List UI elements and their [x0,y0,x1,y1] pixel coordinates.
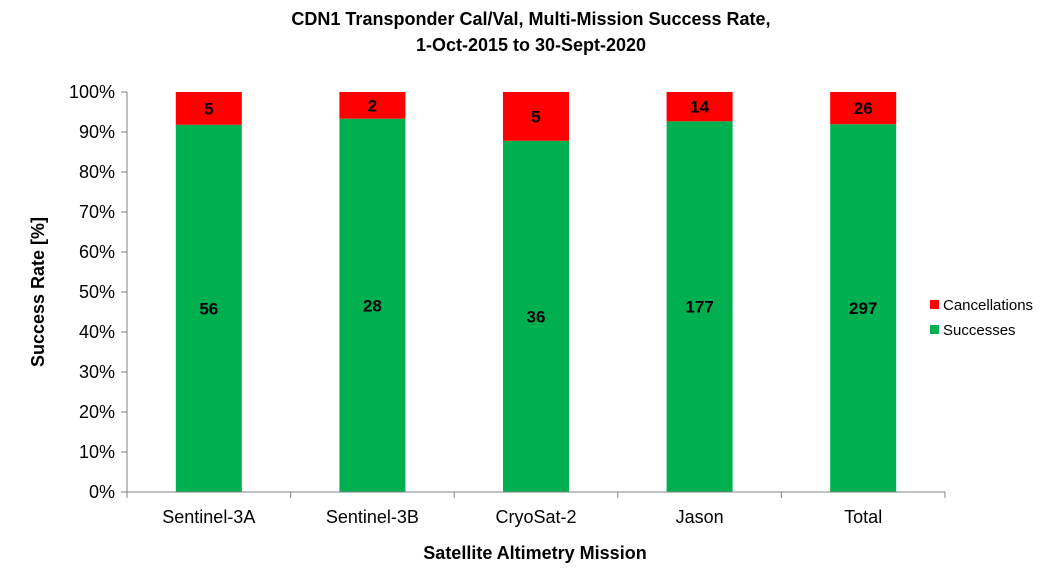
bar-segment-cancellations [339,92,406,119]
y-tick-label: 100% [69,82,115,102]
bar-segment-cancellations [503,92,569,141]
bar-segment-cancellations [175,92,242,125]
y-tick-label: 90% [79,122,115,142]
legend-swatch [930,325,939,334]
x-tick-label: Sentinel-3B [326,507,419,527]
bar-segment-cancellations [830,92,897,125]
bar-segment-successes [339,118,406,493]
bar-value-label: 28 [363,296,382,315]
y-tick-label: 0% [89,482,115,502]
x-tick-label: Jason [676,507,724,527]
y-axis-title: Success Rate [%] [28,217,48,367]
y-tick-label: 70% [79,202,115,222]
y-tick-label: 80% [79,162,115,182]
x-axis-title: Satellite Altimetry Mission [423,543,646,563]
y-tick-label: 30% [79,362,115,382]
x-axis-ticks: Sentinel-3A Sentinel-3B CryoSat-2 Jason Tota… [126,492,946,527]
y-tick-label: 60% [79,242,115,262]
bar-segment-cancellations [666,92,733,122]
legend-label: Successes [943,322,1016,339]
bar-value-label: 2 [368,96,377,115]
y-tick-label: 10% [79,442,115,462]
x-tick-label: Total [844,507,882,527]
bar-segment-successes [503,140,569,492]
y-tick-label: 20% [79,402,115,422]
bar-value-label: 177 [685,298,713,317]
bar-labels: 56 5 28 2 36 5 177 14 297 26 [199,96,877,326]
bars [175,92,897,493]
legend: Cancellations Successes [930,297,1033,339]
y-tick-label: 40% [79,322,115,342]
bar-segment-successes [830,124,897,492]
bar-segment-successes [175,124,242,492]
bar-value-label: 5 [531,107,540,126]
bar-value-label: 26 [854,99,873,118]
bar-value-label: 36 [527,307,546,326]
bar-value-label: 5 [204,99,213,118]
bar-value-label: 56 [199,299,218,318]
y-axis-ticks: 0% 10% 20% 30% 40% 50% 60% 70% 80% 90% 100% [69,82,127,502]
legend-label: Cancellations [943,297,1033,314]
y-tick-label: 50% [79,282,115,302]
x-tick-label: Sentinel-3A [162,507,255,527]
x-tick-label: CryoSat-2 [495,507,576,527]
chart-title-line-1: CDN1 Transponder Cal/Val, Multi-Mission … [291,9,770,29]
bar-value-label: 297 [849,299,877,318]
bar-segment-successes [666,121,733,493]
chart-title-line-2: 1-Oct-2015 to 30-Sept-2020 [416,35,646,55]
bar-value-label: 14 [690,98,709,117]
legend-swatch [930,300,939,309]
